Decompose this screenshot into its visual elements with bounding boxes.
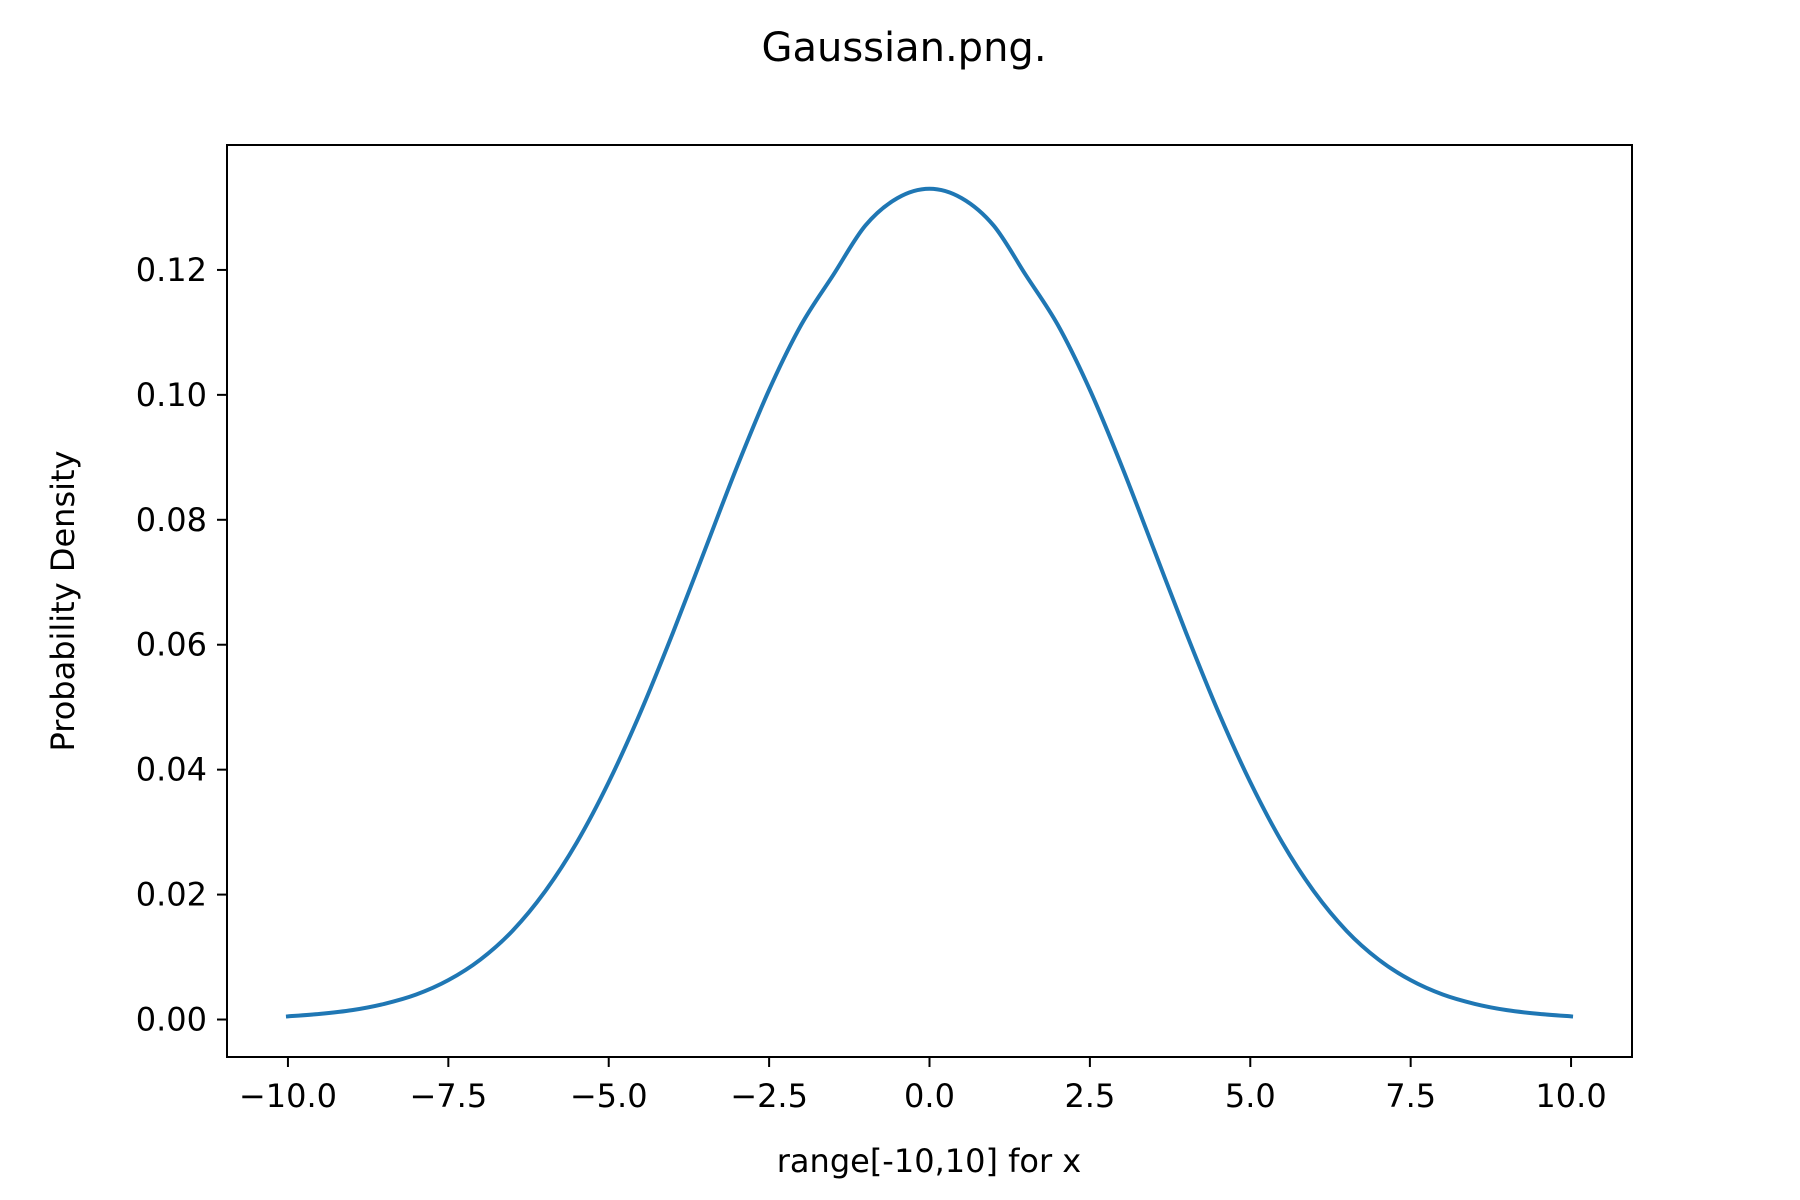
- x-axis: −10.0 −7.5 −5.0 −2.5 0.0 2.5 5.0 7.5 10.0: [239, 1057, 1607, 1115]
- y-axis-label: Probability Density: [44, 451, 82, 752]
- x-tick-label: −2.5: [730, 1077, 808, 1115]
- gaussian-curve: [285, 186, 1574, 1019]
- y-tick-label: 0.12: [136, 251, 207, 289]
- x-tick-label: 0.0: [904, 1077, 955, 1115]
- x-tick-label: 7.5: [1385, 1077, 1436, 1115]
- x-tick-label: 2.5: [1064, 1077, 1115, 1115]
- y-tick-label: 0.06: [136, 626, 207, 664]
- x-tick-label: −7.5: [409, 1077, 487, 1115]
- y-tick-label: 0.00: [136, 1001, 207, 1039]
- x-tick-label: −10.0: [239, 1077, 337, 1115]
- y-tick-label: 0.04: [136, 751, 207, 789]
- x-axis-label: range[-10,10] for x: [777, 1142, 1081, 1180]
- y-tick-label: 0.08: [136, 501, 207, 539]
- y-axis: 0.00 0.02 0.04 0.06 0.08 0.10 0.12: [136, 251, 227, 1039]
- y-tick-label: 0.02: [136, 876, 207, 914]
- series-layer: [285, 186, 1574, 1019]
- y-tick-label: 0.10: [136, 376, 207, 414]
- x-tick-label: 5.0: [1225, 1077, 1276, 1115]
- axes-frame: [226, 144, 1633, 1058]
- chart-title: Gaussian.png.: [761, 25, 1046, 71]
- x-tick-label: 10.0: [1535, 1077, 1606, 1115]
- x-tick-label: −5.0: [570, 1077, 648, 1115]
